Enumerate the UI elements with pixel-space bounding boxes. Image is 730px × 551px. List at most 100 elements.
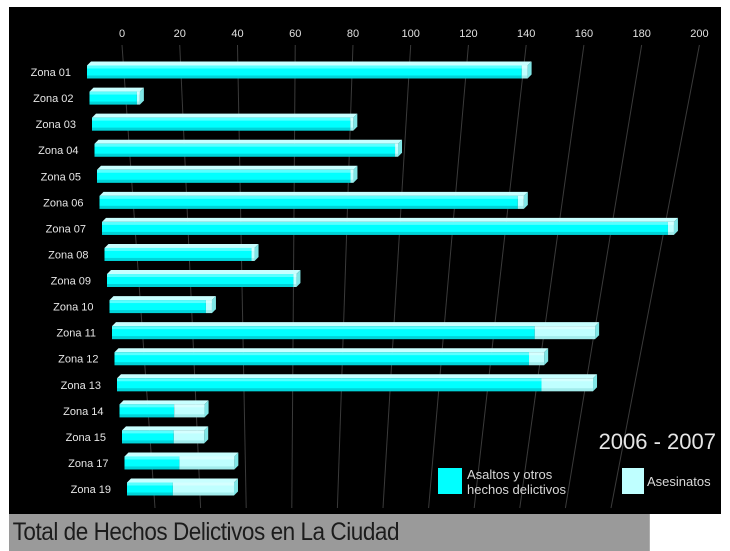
bar-segment-asesinatos bbox=[541, 378, 594, 392]
bar-highlight bbox=[127, 482, 234, 486]
bar-end-face bbox=[233, 478, 238, 496]
x-tick-label: 200 bbox=[690, 28, 708, 40]
bar-zona-10 bbox=[109, 296, 216, 314]
bar-shade bbox=[293, 284, 297, 287]
bar-segment-asaltos bbox=[109, 300, 206, 314]
bar-shade bbox=[92, 127, 351, 131]
bar-shade bbox=[136, 101, 140, 105]
category-label: Zona 11 bbox=[56, 328, 96, 340]
gridline bbox=[382, 44, 412, 509]
bar-shade bbox=[99, 205, 518, 209]
bar-end-face bbox=[211, 296, 216, 314]
bar-end-face bbox=[595, 322, 600, 340]
bar-shade bbox=[517, 205, 524, 209]
bar-segment-asaltos bbox=[107, 274, 294, 287]
x-tick-label: 40 bbox=[231, 28, 243, 40]
bar-end-face bbox=[204, 426, 209, 444]
bar-segment-asaltos bbox=[122, 430, 174, 444]
bar-highlight bbox=[99, 195, 524, 199]
bar-shade bbox=[205, 310, 212, 314]
bar-zona-05 bbox=[97, 165, 358, 183]
bar-shade bbox=[174, 414, 205, 418]
bar-top-face bbox=[102, 217, 678, 222]
bar-shade bbox=[87, 75, 522, 79]
bar-top-face bbox=[87, 61, 532, 66]
bar-shade bbox=[119, 414, 175, 418]
bar-segment-asaltos bbox=[92, 117, 351, 131]
bar-highlight bbox=[104, 247, 255, 251]
legend-swatch-asesinatos bbox=[622, 468, 644, 494]
bar-shade bbox=[173, 440, 205, 444]
bar-segment-asesinatos bbox=[529, 352, 545, 366]
category-label: Zona 02 bbox=[33, 93, 73, 105]
bar-zona-19 bbox=[127, 478, 238, 496]
bar-shade bbox=[350, 179, 354, 183]
bar-shade bbox=[529, 362, 545, 366]
bar-zona-06 bbox=[99, 191, 528, 209]
bar-segment-asaltos bbox=[124, 456, 180, 470]
bar-segment-asesinatos bbox=[293, 274, 297, 287]
bar-end-face bbox=[398, 139, 403, 157]
bar-segment-asesinatos bbox=[350, 117, 354, 131]
bar-shade bbox=[94, 153, 396, 157]
category-label: Zona 19 bbox=[71, 484, 111, 496]
bar-highlight bbox=[97, 169, 354, 173]
bar-shade bbox=[122, 440, 174, 444]
bar-zona-12 bbox=[114, 348, 549, 366]
gridline bbox=[610, 44, 700, 509]
bar-shade bbox=[541, 388, 594, 392]
x-tick-label: 0 bbox=[119, 28, 125, 40]
bar-segment-asaltos bbox=[99, 195, 518, 209]
bar-top-face bbox=[109, 296, 216, 301]
chart-title: Total de Hechos Delictivos en La Ciudad bbox=[9, 514, 650, 551]
legend: Asaltos y otros hechos delictivos Asesina… bbox=[438, 467, 711, 497]
gridline bbox=[428, 44, 469, 509]
bar-top-face bbox=[104, 243, 259, 248]
bar-segment-asesinatos bbox=[174, 404, 205, 418]
bar-segment-asesinatos bbox=[136, 91, 140, 105]
bar-shade bbox=[114, 362, 530, 366]
bar-end-face bbox=[544, 348, 549, 366]
bar-segment-asaltos bbox=[112, 326, 535, 340]
bar-highlight bbox=[112, 326, 596, 330]
legend-label-asaltos: Asaltos y otros hechos delictivos bbox=[467, 467, 566, 497]
x-tick-label: 180 bbox=[632, 28, 650, 40]
bar-segment-asaltos bbox=[127, 482, 173, 496]
category-label: Zona 06 bbox=[43, 197, 83, 209]
bar-shade bbox=[124, 466, 180, 470]
bar-segment-asesinatos bbox=[173, 430, 205, 444]
bar-end-face bbox=[234, 452, 239, 470]
bar-highlight bbox=[122, 430, 205, 434]
x-tick-label: 100 bbox=[402, 28, 420, 40]
gridline bbox=[473, 44, 527, 509]
category-label: Zona 10 bbox=[53, 302, 93, 314]
category-label: Zona 15 bbox=[66, 432, 106, 444]
bar-top-face bbox=[119, 400, 209, 405]
legend-label-asesinatos: Asesinatos bbox=[647, 474, 711, 489]
bar-segment-asesinatos bbox=[172, 482, 234, 496]
bar-highlight bbox=[92, 117, 354, 121]
period-label: 2006 - 2007 bbox=[599, 429, 716, 454]
bar-zona-04 bbox=[94, 139, 403, 157]
x-tick-label: 140 bbox=[517, 28, 535, 40]
bar-shade bbox=[350, 127, 354, 131]
bars bbox=[87, 61, 678, 496]
bar-highlight bbox=[107, 274, 297, 277]
bar-segment-asesinatos bbox=[251, 247, 255, 261]
category-label: Zona 05 bbox=[41, 171, 81, 183]
bar-shade bbox=[107, 284, 294, 287]
bar-segment-asaltos bbox=[104, 247, 252, 261]
x-axis-ticks: 0 20 40 60 80 100 120 140 160 180 200 bbox=[119, 28, 709, 40]
gridline bbox=[519, 44, 585, 509]
bar-segment-asesinatos bbox=[395, 143, 399, 157]
legend-swatch-asaltos bbox=[438, 468, 462, 494]
bar-top-face bbox=[124, 452, 239, 457]
bar-end-face bbox=[593, 374, 598, 392]
bar-segment-asesinatos bbox=[179, 456, 235, 470]
bar-segment-asesinatos bbox=[521, 65, 528, 79]
bar-zona-02 bbox=[89, 87, 144, 105]
bar-end-face bbox=[296, 270, 301, 287]
bar-shade bbox=[667, 231, 674, 235]
bar-segment-asaltos bbox=[114, 352, 530, 366]
